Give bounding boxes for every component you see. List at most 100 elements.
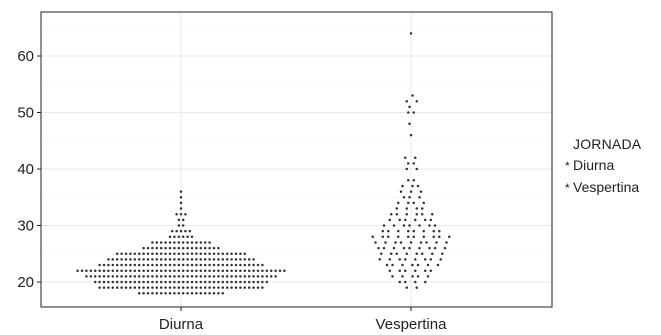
data-point-diurna xyxy=(261,269,264,272)
data-point-diurna xyxy=(173,269,176,272)
data-point-vespertina xyxy=(418,246,421,250)
data-point-vespertina xyxy=(408,246,411,250)
data-point-vespertina xyxy=(407,229,410,233)
data-point-vespertina xyxy=(429,218,432,222)
data-point-vespertina xyxy=(412,111,415,114)
data-point-diurna xyxy=(203,280,207,284)
data-point-diurna xyxy=(181,224,185,227)
data-point-diurna xyxy=(195,258,198,261)
data-point-diurna xyxy=(93,269,97,272)
data-point-vespertina xyxy=(378,258,381,261)
data-point-diurna xyxy=(212,269,216,272)
data-point-vespertina xyxy=(414,280,417,284)
data-point-diurna xyxy=(173,292,176,295)
data-point-vespertina xyxy=(412,229,415,233)
data-point-diurna xyxy=(146,269,150,272)
data-point-diurna xyxy=(225,263,229,267)
data-point-diurna xyxy=(221,252,225,255)
data-point-diurna xyxy=(190,235,194,239)
data-point-vespertina xyxy=(416,263,420,267)
data-point-vespertina xyxy=(407,162,410,165)
data-point-vespertina xyxy=(422,235,425,239)
data-point-vespertina xyxy=(404,269,407,272)
data-point-diurna xyxy=(186,269,189,272)
data-point-vespertina xyxy=(419,190,423,193)
data-point-diurna xyxy=(261,280,264,284)
data-point-vespertina xyxy=(407,111,410,114)
data-point-vespertina xyxy=(405,207,408,210)
data-point-diurna xyxy=(124,275,128,278)
data-point-vespertina xyxy=(435,241,438,244)
data-point-diurna xyxy=(221,286,225,289)
data-point-vespertina xyxy=(407,179,410,182)
data-point-diurna xyxy=(186,241,189,244)
data-point-diurna xyxy=(137,280,141,284)
data-point-diurna xyxy=(133,275,137,278)
data-point-diurna xyxy=(234,263,238,267)
data-point-vespertina xyxy=(382,224,386,227)
data-point-vespertina xyxy=(416,275,420,278)
data-point-diurna xyxy=(203,258,207,261)
data-point-vespertina xyxy=(409,133,413,137)
data-point-diurna xyxy=(208,292,211,295)
data-point-diurna xyxy=(137,263,141,267)
data-point-vespertina xyxy=(425,241,428,244)
data-point-diurna xyxy=(164,241,167,244)
data-point-diurna xyxy=(173,280,176,284)
data-point-vespertina xyxy=(391,263,394,267)
data-point-vespertina xyxy=(432,235,435,239)
data-point-diurna xyxy=(188,229,192,233)
data-point-diurna xyxy=(247,263,251,267)
data-point-diurna xyxy=(252,269,255,272)
data-point-diurna xyxy=(146,280,150,284)
data-point-vespertina xyxy=(412,235,415,239)
data-point-diurna xyxy=(230,280,233,284)
data-point-diurna xyxy=(265,280,269,284)
data-point-diurna xyxy=(195,241,198,244)
data-point-diurna xyxy=(177,280,181,284)
data-point-vespertina xyxy=(399,190,403,193)
legend-symbol-vespertina: * xyxy=(565,181,570,195)
data-point-diurna xyxy=(212,286,216,289)
data-point-vespertina xyxy=(441,252,444,255)
data-point-diurna xyxy=(212,258,216,261)
data-point-diurna xyxy=(146,275,150,278)
data-point-vespertina xyxy=(401,263,404,267)
data-point-vespertina xyxy=(405,252,408,255)
panel-border xyxy=(40,11,553,308)
data-point-diurna xyxy=(181,286,185,289)
data-point-diurna xyxy=(168,286,172,289)
data-point-diurna xyxy=(76,269,79,272)
data-point-diurna xyxy=(107,280,110,284)
data-point-diurna xyxy=(170,229,174,233)
data-point-diurna xyxy=(98,280,101,284)
data-point-diurna xyxy=(151,241,154,244)
data-point-diurna xyxy=(184,229,187,233)
data-point-vespertina xyxy=(421,207,424,210)
data-point-diurna xyxy=(199,275,203,278)
y-tick-label: 30 xyxy=(17,218,34,235)
data-point-diurna xyxy=(186,286,189,289)
data-point-vespertina xyxy=(424,269,427,272)
data-point-diurna xyxy=(199,263,203,267)
data-point-diurna xyxy=(243,263,247,267)
data-point-vespertina xyxy=(404,218,407,222)
data-point-diurna xyxy=(199,286,203,289)
data-point-diurna xyxy=(146,258,150,261)
data-point-diurna xyxy=(107,258,110,261)
data-point-diurna xyxy=(190,263,194,267)
data-point-diurna xyxy=(151,280,154,284)
data-point-diurna xyxy=(269,275,273,278)
data-point-diurna xyxy=(239,263,242,267)
data-points xyxy=(76,32,451,295)
data-point-vespertina xyxy=(424,218,427,222)
data-point-diurna xyxy=(115,263,119,267)
data-point-vespertina xyxy=(411,275,414,278)
y-tick-label: 50 xyxy=(17,105,34,122)
data-point-diurna xyxy=(199,246,203,250)
data-point-vespertina xyxy=(392,224,396,227)
data-point-diurna xyxy=(230,258,233,261)
data-point-vespertina xyxy=(382,246,386,250)
data-point-vespertina xyxy=(412,201,415,205)
data-point-diurna xyxy=(168,235,172,239)
